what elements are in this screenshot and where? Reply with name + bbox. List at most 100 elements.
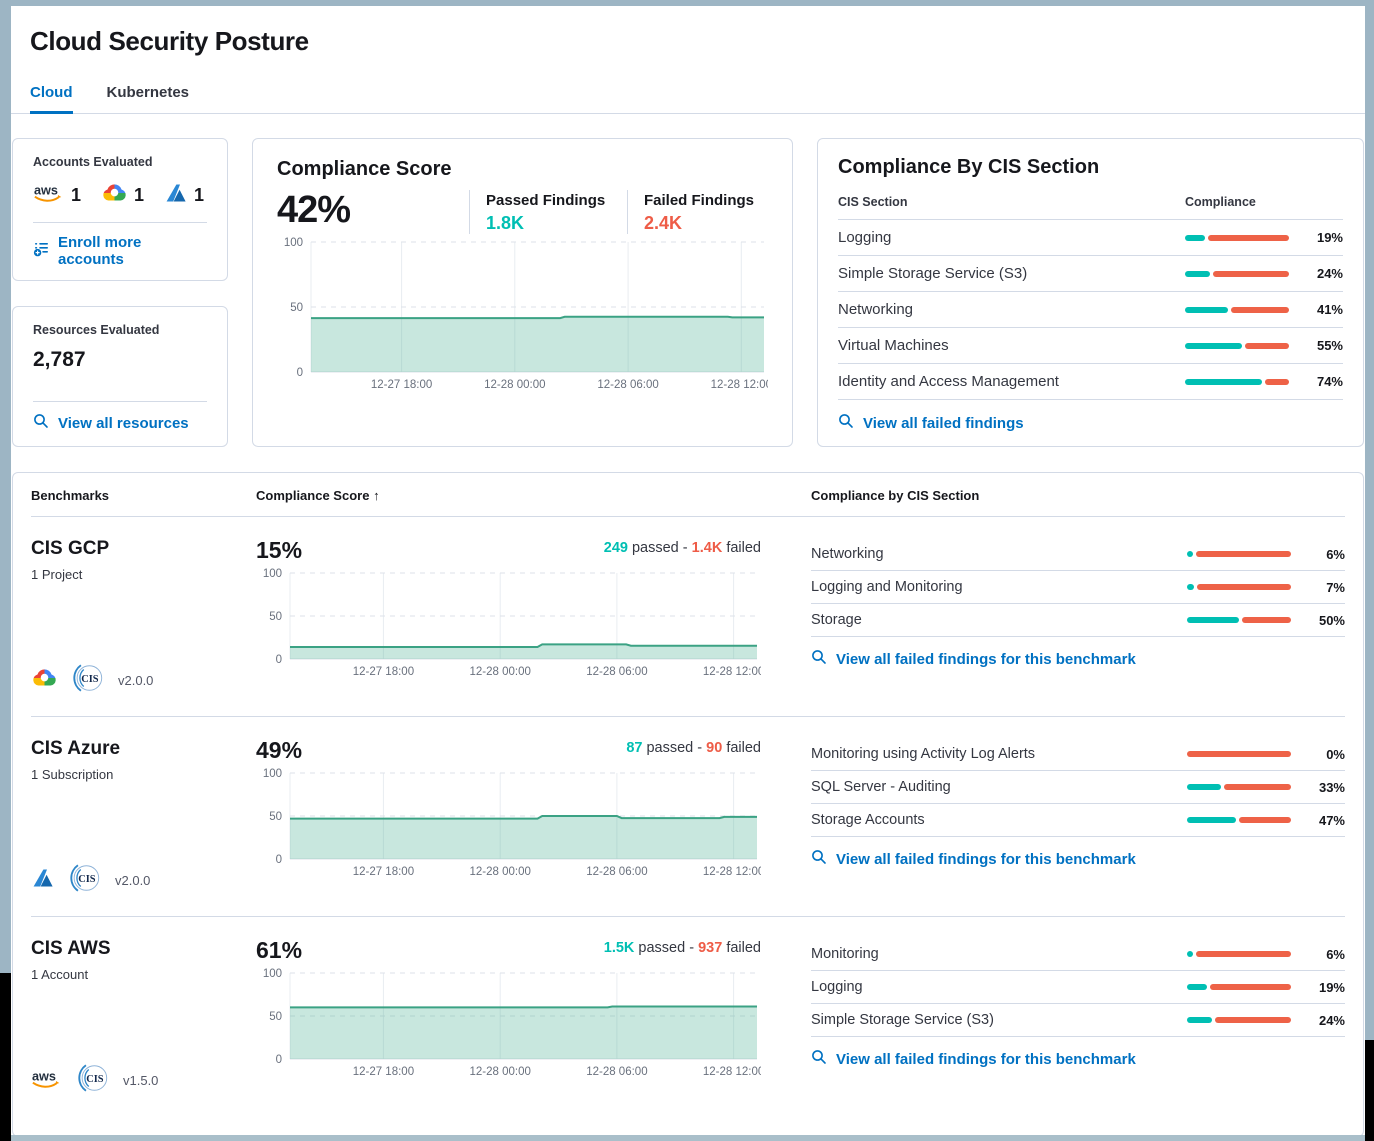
svg-text:12-28 00:00: 12-28 00:00: [470, 1066, 531, 1078]
benchmark-passed-failed: 87 passed - 90 failed: [626, 740, 761, 756]
azure-logo-icon: [33, 869, 53, 887]
accounts-row: aws 1 1 1: [33, 182, 207, 208]
compliance-bar: [1185, 306, 1289, 313]
aws-logo-icon: aws: [34, 183, 62, 202]
cis-section-percent: 24%: [1318, 1012, 1345, 1028]
compliance-bar-passed: [1187, 617, 1239, 623]
cis-section-row: Logging 19%: [838, 220, 1343, 256]
compliance-bar: [1187, 584, 1291, 590]
compliance-bar-failed: [1242, 617, 1291, 623]
cis-section-row: Monitoring using Activity Log Alerts 0%: [811, 738, 1345, 771]
benchmark-version: v1.5.0: [123, 1073, 159, 1088]
compliance-bar: [1187, 817, 1291, 823]
compliance-bar-passed: [1185, 270, 1210, 277]
search-icon: [811, 849, 827, 869]
svg-text:aws: aws: [32, 1069, 56, 1083]
svg-text:aws: aws: [34, 183, 58, 197]
screen-edge-left: [0, 973, 11, 1141]
tab-cloud[interactable]: Cloud: [30, 84, 73, 114]
compliance-bar-failed: [1264, 378, 1289, 385]
compliance-bar: [1187, 984, 1291, 990]
compliance-by-cis-section-column-header: Compliance by CIS Section: [811, 488, 980, 503]
benchmark-score-value: 15%: [256, 537, 303, 563]
svg-text:12-28 06:00: 12-28 06:00: [586, 1066, 647, 1078]
view-failed-findings-benchmark-link[interactable]: View all failed findings for this benchm…: [811, 1049, 1136, 1069]
cis-section-name: Networking: [838, 301, 914, 318]
cis-section-percent: 24%: [1316, 266, 1343, 281]
compliance-score-column-header[interactable]: Compliance Score ↑: [256, 488, 380, 503]
compliance-bar: [1187, 951, 1291, 957]
compliance-bar-failed: [1209, 984, 1291, 990]
compliance-bar-passed: [1187, 584, 1195, 590]
cis-section-name: Storage Accounts: [811, 812, 925, 828]
page-title: Cloud Security Posture: [30, 26, 309, 56]
cis-benchmark-logo-icon: CIS: [68, 861, 102, 900]
cis-section-name: Storage: [811, 612, 862, 628]
view-all-resources-link[interactable]: View all resources: [33, 413, 189, 433]
svg-text:12-28 06:00: 12-28 06:00: [597, 379, 658, 391]
compliance-bar-passed: [1187, 984, 1207, 990]
accounts-evaluated-card: Accounts Evaluated aws 1 1 1 Enroll more…: [12, 138, 228, 281]
compliance-bar-failed: [1224, 784, 1291, 790]
window-frame-top: [0, 0, 1374, 6]
compliance-bar-failed: [1238, 817, 1291, 823]
resources-evaluated-title: Resources Evaluated: [33, 323, 160, 337]
view-failed-findings-benchmark-link[interactable]: View all failed findings for this benchm…: [811, 649, 1136, 669]
cis-section-row: Storage Accounts 47%: [811, 804, 1345, 837]
compliance-bar-passed: [1185, 234, 1205, 241]
cis-section-percent: 0%: [1326, 746, 1345, 762]
cis-section-percent: 6%: [1326, 946, 1345, 962]
svg-text:0: 0: [276, 654, 282, 666]
cis-section-percent: 50%: [1318, 612, 1345, 628]
cis-rows: Logging 19% Simple Storage Service (S3) …: [838, 220, 1343, 400]
benchmark-subtitle: 1 Account: [31, 967, 89, 982]
cis-section-name: Logging: [838, 229, 892, 246]
cis-section-row: Logging and Monitoring 7%: [811, 571, 1345, 604]
tab-kubernetes[interactable]: Kubernetes: [106, 84, 190, 101]
window-frame-bottom: [11, 1135, 1365, 1141]
compliance-bar-failed: [1196, 551, 1291, 557]
svg-text:50: 50: [269, 811, 282, 823]
compliance-bar: [1185, 270, 1289, 277]
benchmark-passed-failed: 1.5K passed - 937 failed: [603, 940, 761, 956]
compliance-bar-passed: [1187, 551, 1194, 557]
compliance-bar: [1185, 378, 1289, 385]
account-count: 1: [71, 184, 82, 205]
compliance-bar-passed: [1185, 378, 1262, 385]
svg-text:12-28 12:00: 12-28 12:00: [703, 866, 761, 878]
compliance-bar-failed: [1214, 1017, 1291, 1023]
benchmark-version: v2.0.0: [118, 673, 154, 688]
cis-section-row: Simple Storage Service (S3) 24%: [811, 1004, 1345, 1037]
cis-benchmark-logo-icon: CIS: [76, 1061, 110, 1100]
window-frame-right: [1365, 0, 1374, 1040]
cis-section-row: Networking 41%: [838, 292, 1343, 328]
search-icon: [811, 1049, 827, 1069]
benchmark-passed-failed: 249 passed - 1.4K failed: [603, 540, 761, 556]
benchmark-row: CIS GCP 1 Project CIS v2.0.0 15% 249 pas…: [31, 517, 1345, 717]
view-all-failed-findings-link[interactable]: View all failed findings: [838, 413, 1024, 433]
view-failed-findings-benchmark-link[interactable]: View all failed findings for this benchm…: [811, 849, 1136, 869]
sort-ascending-icon: ↑: [373, 488, 380, 503]
account-count: 1: [134, 184, 145, 205]
search-icon: [838, 413, 854, 433]
benchmark-rows: CIS GCP 1 Project CIS v2.0.0 15% 249 pas…: [31, 517, 1345, 1116]
svg-text:12-28 06:00: 12-28 06:00: [586, 866, 647, 878]
passed-findings-stat: Passed Findings 1.8K: [469, 190, 610, 234]
enroll-more-accounts-link[interactable]: Enroll more accounts: [33, 234, 207, 268]
cis-section-row: Networking 6%: [811, 538, 1345, 571]
gcp-logo-icon: [33, 669, 56, 686]
cis-section-row: Virtual Machines 55%: [838, 328, 1343, 364]
svg-text:CIS: CIS: [81, 674, 99, 685]
cis-section-name: Simple Storage Service (S3): [838, 265, 1028, 282]
benchmark-score-value: 49%: [256, 737, 303, 763]
benchmark-row: CIS Azure 1 Subscription CIS v2.0.0 49% …: [31, 717, 1345, 917]
failed-findings-stat: Failed Findings 2.4K: [627, 190, 768, 234]
cis-card-title: Compliance By CIS Section: [838, 156, 1100, 178]
benchmark-trend-chart: 12-27 18:00 12-28 00:00 12-28 06:00 12-28 1…: [256, 967, 764, 1081]
list-add-icon: [33, 241, 49, 261]
benchmark-trend-chart: 12-27 18:00 12-28 00:00 12-28 06:00 12-28 1…: [256, 767, 764, 881]
cis-section-name: Monitoring using Activity Log Alerts: [811, 746, 1036, 762]
failed-findings-value: 2.4K: [644, 213, 683, 233]
compliance-bar: [1185, 234, 1289, 241]
svg-text:12-27 18:00: 12-27 18:00: [353, 866, 414, 878]
